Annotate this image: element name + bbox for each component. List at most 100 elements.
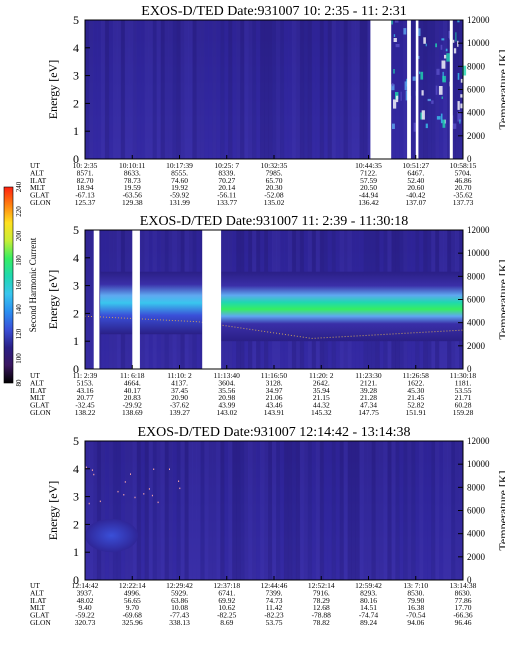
table-cell: 77.86 <box>455 596 472 605</box>
spectrogram-column <box>208 20 213 159</box>
spectrogram-column <box>236 20 241 159</box>
table-cell: -37.62 <box>170 401 190 410</box>
y-tick-label: 4 <box>73 462 79 476</box>
data-point <box>460 103 463 109</box>
table-cell: 53.55 <box>455 386 472 395</box>
y-tick-label: 1 <box>73 334 79 348</box>
table-cell: 20.70 <box>455 183 472 192</box>
spectrogram-column <box>295 441 301 580</box>
spectrogram-column <box>220 20 225 159</box>
data-point <box>453 123 457 129</box>
spectrogram-column <box>252 20 257 159</box>
table-cell: 5704. <box>455 168 472 177</box>
spectrogram-column <box>419 441 424 580</box>
data-point <box>391 20 393 25</box>
table-cell: -82.23 <box>264 611 284 620</box>
table-row-label: ILAT <box>30 176 47 185</box>
y2-tick-label: 0 <box>467 364 472 374</box>
spectrogram-column <box>164 441 169 580</box>
table-cell: 21.06 <box>266 393 283 402</box>
data-gap <box>407 20 411 159</box>
data-point <box>460 78 463 83</box>
table-cell: -67.13 <box>75 191 95 200</box>
table-cell: 19.92 <box>171 183 188 192</box>
table-cell: 10:32:35 <box>261 161 288 170</box>
data-point <box>393 38 397 42</box>
data-point <box>425 43 427 47</box>
spectrogram-column <box>339 20 345 159</box>
spectrogram-column <box>443 441 448 580</box>
table-cell: 8633. <box>124 168 141 177</box>
table-row-label: UT <box>30 371 40 380</box>
spectrogram-column <box>160 441 165 580</box>
spectrogram-column <box>383 441 388 580</box>
table-cell: 12:22:14 <box>119 581 146 590</box>
spectrogram-column <box>116 20 122 159</box>
spectrogram-column <box>335 441 341 580</box>
spectrogram-column <box>280 441 285 580</box>
table-cell: 45.30 <box>407 386 424 395</box>
table-cell: 7916. <box>313 588 330 597</box>
table-cell: -70.54 <box>406 611 426 620</box>
spectrogram-column <box>315 20 321 159</box>
spectrogram-column <box>85 230 90 369</box>
data-point <box>412 76 416 81</box>
spectrogram-column <box>303 441 309 580</box>
table-cell: -63.56 <box>123 191 143 200</box>
table-cell: 10:44:35 <box>355 161 382 170</box>
data-point <box>134 496 136 499</box>
table-cell: 4664. <box>124 378 141 387</box>
spectrogram-column <box>192 20 197 159</box>
table-cell: 34.97 <box>266 386 283 395</box>
spectrogram-column <box>311 20 317 159</box>
data-point <box>440 44 443 50</box>
spectrogram-column <box>351 441 356 580</box>
table-row-label: GLAT <box>30 401 50 410</box>
table-cell: -82.25 <box>217 611 237 620</box>
table-cell: 10:51:27 <box>402 161 429 170</box>
spectrogram-column <box>399 20 404 159</box>
y2-axis-label: Temperature [K] <box>496 470 505 550</box>
spectrogram-column <box>268 441 273 580</box>
y-tick-label: 4 <box>73 41 79 55</box>
data-point <box>151 494 153 497</box>
table-cell: 20.50 <box>360 183 377 192</box>
spectrogram-column <box>451 20 456 159</box>
spectrogram-column <box>311 441 317 580</box>
spectrogram-column <box>431 441 436 580</box>
data-point <box>457 40 459 47</box>
colorbar-tick-label: 220 <box>15 206 23 217</box>
data-point <box>148 488 150 490</box>
data-gap <box>132 230 140 369</box>
y2-tick-label: 6000 <box>467 85 486 95</box>
colorbar-tick-label: 180 <box>15 255 23 266</box>
table-cell: 13: 7:10 <box>403 581 428 590</box>
table-cell: 80.16 <box>360 596 377 605</box>
spectrogram-column <box>427 441 432 580</box>
table-cell: 8571. <box>77 168 94 177</box>
data-point <box>444 54 447 59</box>
y-axis-label: Energy [eV] <box>46 270 60 329</box>
y2-tick-label: 10000 <box>467 38 490 48</box>
table-cell: 82.70 <box>77 176 94 185</box>
y-tick-label: 3 <box>73 69 79 83</box>
table-cell: 78.29 <box>313 596 330 605</box>
table-row-label: ILAT <box>30 596 47 605</box>
data-point <box>441 38 445 41</box>
y-tick-label: 5 <box>73 13 79 27</box>
spectrogram-column <box>347 20 352 159</box>
spectrogram-column <box>132 441 138 580</box>
table-cell: 1181. <box>455 378 472 387</box>
spectrogram-column <box>212 441 217 580</box>
table-cell: 7985. <box>266 168 283 177</box>
y2-axis-label: Temperature [K] <box>496 259 505 339</box>
spectrogram-column <box>144 441 150 580</box>
table-cell: -29.92 <box>123 401 143 410</box>
table-cell: 9.70 <box>126 603 139 612</box>
spectrogram-column <box>260 441 265 580</box>
spectrogram-column <box>85 20 90 159</box>
table-cell: 19.59 <box>124 183 141 192</box>
table-cell: 17.70 <box>455 603 472 612</box>
data-point <box>124 481 126 483</box>
spectrogram-column <box>287 20 293 159</box>
